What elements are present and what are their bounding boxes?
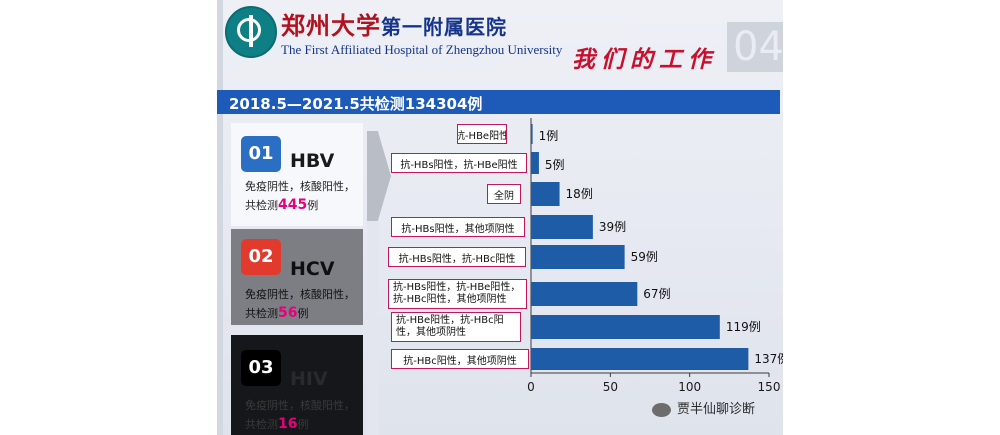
bar bbox=[531, 348, 749, 370]
slide: 郑州大学第一附属医院 The First Affiliated Hospital… bbox=[217, 0, 783, 435]
watermark-text: 贾半仙聊诊断 bbox=[677, 402, 756, 417]
x-tick-label: 0 bbox=[527, 380, 535, 394]
category-label: 抗-HBs阳性，抗-HBe阳性 bbox=[391, 153, 527, 173]
data-label: 59例 bbox=[631, 250, 658, 264]
page-number-box bbox=[727, 22, 783, 72]
slide-edge bbox=[217, 0, 223, 435]
hospital-name-en: The First Affiliated Hospital of Zhengzh… bbox=[281, 42, 563, 57]
bar bbox=[531, 215, 593, 239]
data-label: 67例 bbox=[643, 287, 670, 301]
category-label: 抗-HBe阳性，抗-HBc阳性，其他项阴性 bbox=[391, 312, 521, 342]
hcv-description-line1: 免疫阴性，核酸阳性， bbox=[245, 288, 355, 301]
hiv-description-line1: 免疫阴性，核酸阳性， bbox=[245, 399, 355, 412]
summary-banner: 2018.5—2021.5共检测134304例 bbox=[217, 90, 780, 114]
hbv-description-line1: 免疫阴性，核酸阳性， bbox=[245, 180, 355, 193]
hbv-count: 445 bbox=[278, 197, 308, 213]
summary-banner-text: 2018.5—2021.5共检测134304例 bbox=[229, 95, 483, 113]
data-label: 18例 bbox=[566, 187, 593, 201]
hbv-description: 免疫阴性，核酸阳性， 共检测445例 bbox=[245, 177, 363, 215]
wechat-icon bbox=[652, 402, 671, 417]
data-label: 1例 bbox=[539, 129, 559, 143]
hbv-number-badge: 01 bbox=[241, 136, 281, 172]
bar bbox=[531, 315, 720, 339]
x-tick-label: 50 bbox=[603, 380, 618, 394]
hospital-name-cn: 郑州大学第一附属医院 bbox=[281, 6, 507, 41]
category-label: 抗-HBs阳性，抗-HBc阳性 bbox=[388, 247, 526, 267]
hiv-desc-prefix: 共检测 bbox=[245, 418, 278, 431]
data-label: 137例 bbox=[754, 352, 783, 366]
hiv-desc-suffix: 例 bbox=[297, 418, 309, 431]
category-label: 全阴 bbox=[487, 184, 521, 204]
hiv-number-badge: 03 bbox=[241, 350, 281, 386]
data-label: 39例 bbox=[599, 220, 626, 234]
hiv-label: HIV bbox=[290, 368, 328, 390]
hcv-label: HCV bbox=[290, 258, 335, 280]
bar bbox=[531, 245, 625, 269]
hiv-description: 免疫阴性，核酸阳性， 共检测16例 bbox=[245, 396, 363, 434]
bar bbox=[531, 152, 539, 174]
x-tick-label: 150 bbox=[758, 380, 781, 394]
bar bbox=[531, 182, 560, 206]
category-label: 抗-HBe阳性 bbox=[457, 124, 507, 144]
hcv-desc-prefix: 共检测 bbox=[245, 307, 278, 320]
x-tick-label: 100 bbox=[678, 380, 701, 394]
hbv-bar-chart: 0 50 100 150 1例 5例 18例 39例 59例 67例 119例 137例 bbox=[527, 118, 783, 394]
hbv-desc-suffix: 例 bbox=[307, 199, 319, 212]
data-label: 5例 bbox=[545, 158, 565, 172]
hospital-logo-icon bbox=[225, 6, 277, 58]
page-number: 04 bbox=[733, 24, 783, 70]
bar bbox=[531, 282, 638, 306]
hospital-name-cn-bold: 郑州大学 bbox=[281, 11, 381, 40]
data-label: 119例 bbox=[726, 320, 761, 334]
watermark: 贾半仙聊诊断 bbox=[652, 398, 755, 417]
hcv-count: 56 bbox=[278, 305, 298, 321]
hiv-count: 16 bbox=[278, 416, 298, 432]
category-label: 抗-HBs阳性，其他项阴性 bbox=[391, 217, 525, 237]
section-title: 我们的工作 bbox=[572, 46, 717, 73]
bar bbox=[531, 124, 533, 144]
hcv-number-badge: 02 bbox=[241, 239, 281, 275]
category-label: 抗-HBc阳性，其他项阴性 bbox=[391, 349, 529, 369]
hospital-name-cn-rest: 第一附属医院 bbox=[381, 15, 507, 39]
hbv-desc-prefix: 共检测 bbox=[245, 199, 278, 212]
hbv-label: HBV bbox=[290, 150, 335, 172]
category-label: 抗-HBs阳性，抗-HBe阳性，抗-HBc阳性，其他项阴性 bbox=[388, 279, 527, 309]
hcv-description: 免疫阴性，核酸阳性， 共检测56例 bbox=[245, 285, 363, 323]
hcv-desc-suffix: 例 bbox=[297, 307, 309, 320]
